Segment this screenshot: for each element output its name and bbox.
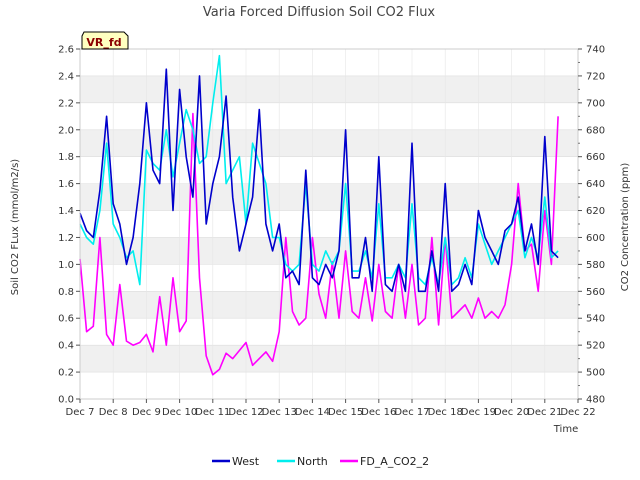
- y2-tick-label: 520: [586, 341, 605, 352]
- x-tick-label: Dec 20: [494, 407, 529, 418]
- chart-title: Varia Forced Diffusion Soil CO2 Flux: [203, 5, 436, 20]
- x-tick-label: Dec 21: [527, 407, 562, 418]
- site-badge: VR_fd: [81, 31, 129, 50]
- y-tick-label: 2.0: [58, 125, 74, 136]
- x-tick-label: Dec 22: [560, 407, 595, 418]
- legend-label: West: [232, 455, 260, 468]
- y-tick-label: 2.2: [58, 98, 74, 109]
- y2-tick-label: 500: [586, 368, 605, 379]
- legend-label: North: [297, 455, 328, 468]
- y2-tick-label: 680: [586, 125, 605, 136]
- x-axis-label: Time: [553, 424, 578, 435]
- y2-tick-label: 720: [586, 71, 605, 82]
- y-tick-label: 1.0: [58, 260, 74, 271]
- x-tick-label: Dec 8: [99, 407, 128, 418]
- x-tick-label: Dec 16: [361, 407, 396, 418]
- plot-band: [80, 102, 578, 130]
- right-axis: 480 500 520 540 560 580 600 620 640 660 680 700 720 7…: [578, 45, 605, 406]
- plot-band: [80, 183, 578, 211]
- y2-tick-label: 660: [586, 152, 605, 163]
- plot-band: [80, 156, 578, 184]
- series-layer: [79, 54, 559, 376]
- plot-band: [80, 129, 578, 157]
- plot-band: [80, 372, 578, 399]
- y2-tick-label: 620: [586, 206, 605, 217]
- plot-band: [80, 345, 578, 373]
- y2-axis-label: CO2 Concentration (ppm): [620, 163, 631, 292]
- legend-label: FD_A_CO2_2: [360, 455, 429, 468]
- y2-tick-label: 600: [586, 233, 605, 244]
- plot-band: [80, 49, 578, 76]
- plot-band: [80, 75, 578, 103]
- x-tick-label: Dec 11: [195, 407, 230, 418]
- y2-tick-label: 540: [586, 314, 605, 325]
- x-tick-label: Dec 15: [328, 407, 363, 418]
- plot-bands: [80, 49, 578, 399]
- x-tick-label: Dec 10: [162, 407, 197, 418]
- y-axis-label: Soil CO2 FLux (mmol/m2/s): [10, 159, 21, 296]
- y-tick-label: 0.6: [58, 314, 74, 325]
- y2-tick-label: 740: [586, 45, 605, 56]
- x-tick-label: Dec 12: [228, 407, 263, 418]
- x-tick-label: Dec 13: [262, 407, 297, 418]
- y-tick-label: 2.6: [58, 45, 74, 56]
- x-tick-label: Dec 19: [461, 407, 496, 418]
- x-tick-label: Dec 18: [428, 407, 463, 418]
- series-line-fd-a-co2-2: [79, 112, 559, 376]
- left-axis: 0.0 0.2 0.4 0.6 0.8 1.0 1.2 1.4 1.6 1.8 2.0 2.2 2.4 2…: [58, 45, 80, 406]
- y-tick-label: 0.2: [58, 368, 74, 379]
- site-badge-label: VR_fd: [86, 36, 121, 49]
- plot-band: [80, 210, 578, 238]
- site-badge-box: [81, 31, 129, 50]
- y-tick-label: 1.6: [58, 179, 74, 190]
- x-tick-label: Dec 7: [66, 407, 95, 418]
- y-tick-label: 1.8: [58, 152, 74, 163]
- y2-tick-label: 640: [586, 179, 605, 190]
- y-tick-label: 1.2: [58, 233, 74, 244]
- y2-tick-label: 480: [586, 395, 605, 406]
- y-tick-label: 0.4: [58, 341, 74, 352]
- y-tick-label: 2.4: [58, 71, 74, 82]
- y2-tick-label: 580: [586, 260, 605, 271]
- x-tick-label: Dec 9: [132, 407, 161, 418]
- y-tick-label: 1.4: [58, 206, 74, 217]
- y-tick-label: 0.0: [58, 395, 74, 406]
- y2-tick-label: 700: [586, 98, 605, 109]
- y2-tick-label: 560: [586, 287, 605, 298]
- series-line-west: [79, 68, 559, 293]
- legend: West North FD_A_CO2_2: [212, 455, 429, 468]
- y-tick-label: 0.8: [58, 287, 74, 298]
- x-tick-label: Dec 14: [295, 407, 330, 418]
- x-tick-label: Dec 17: [394, 407, 429, 418]
- plot-band: [80, 237, 578, 265]
